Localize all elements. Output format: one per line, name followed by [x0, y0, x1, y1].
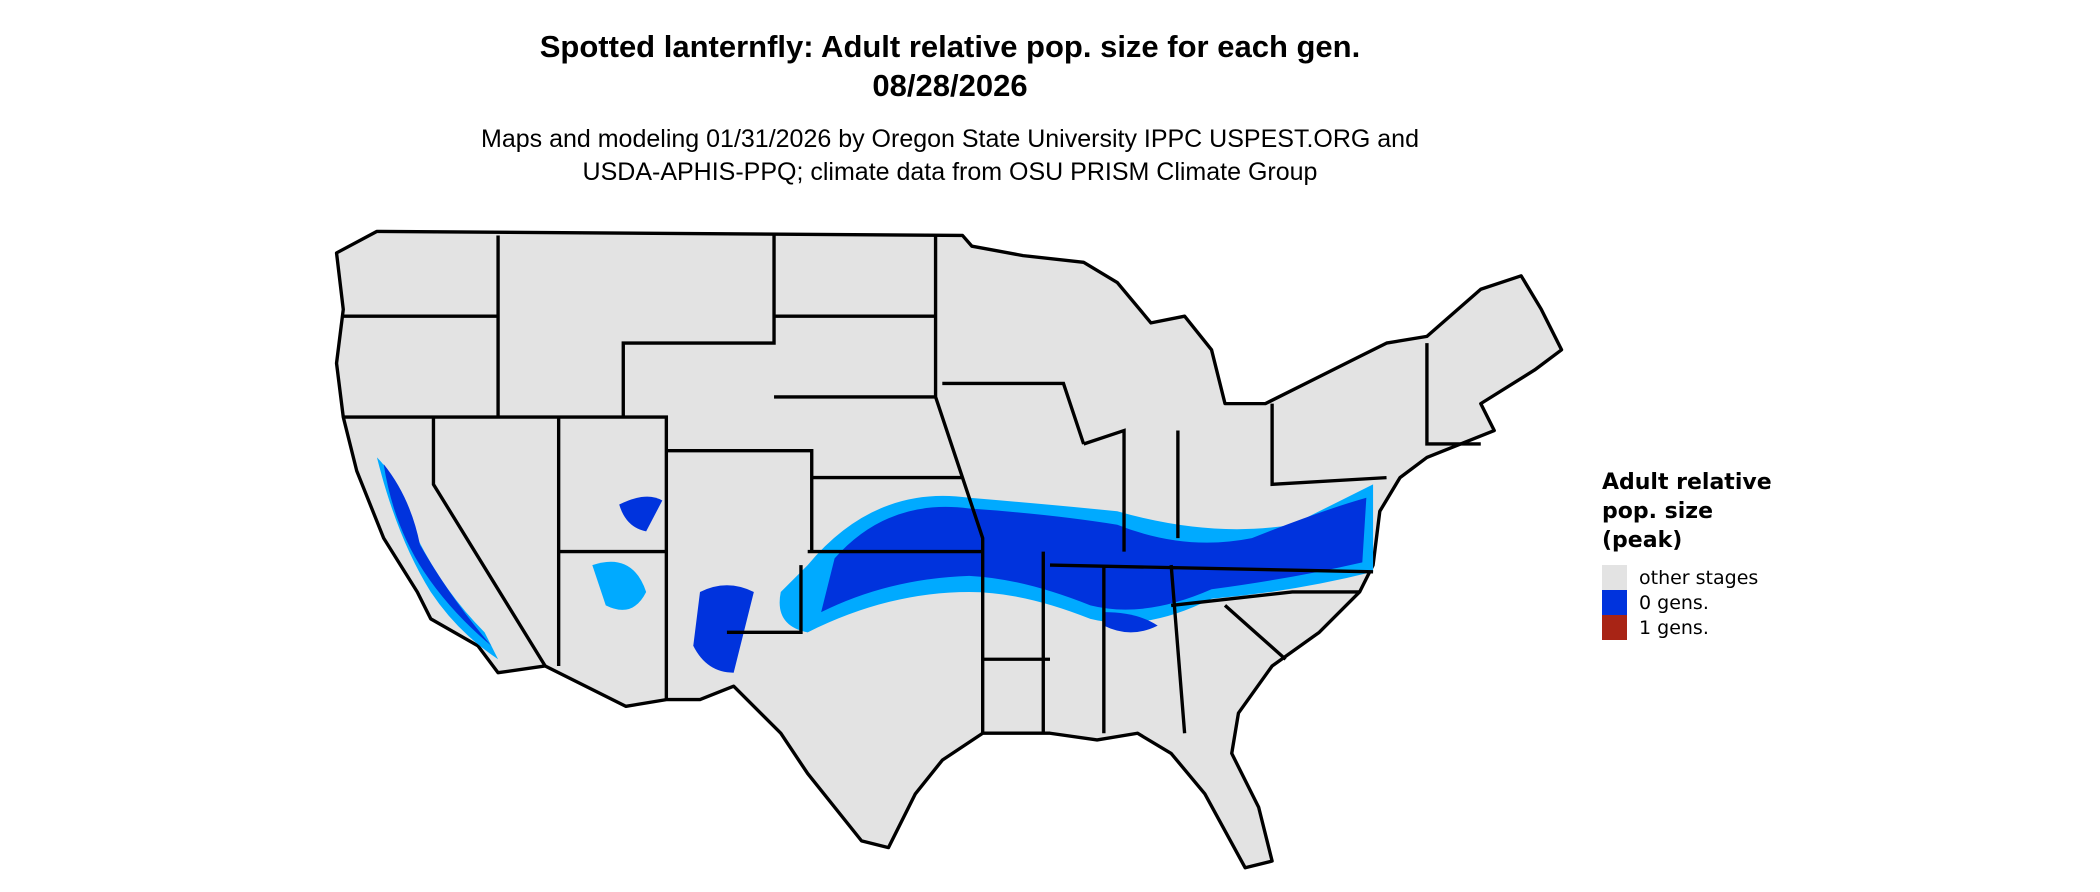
- legend-label: 1 gens.: [1639, 616, 1709, 639]
- legend-label: 0 gens.: [1639, 591, 1709, 614]
- legend-title: Adult relative pop. size (peak): [1602, 468, 1802, 555]
- zero-gens-area: [376, 457, 1374, 673]
- legend-swatch: [1602, 615, 1627, 640]
- legend-item-1-gens: 1 gens.: [1602, 615, 1802, 640]
- legend: Adult relative pop. size (peak) other st…: [1602, 468, 1802, 640]
- chart-title-date: 08/28/2026: [872, 68, 1028, 103]
- legend-swatch: [1602, 565, 1627, 590]
- legend-title-line: (peak): [1602, 528, 1683, 553]
- subtitle-line2: USDA-APHIS-PPQ; climate data from OSU PR…: [582, 158, 1318, 186]
- subtitle-line1: Maps and modeling 01/31/2026 by Oregon S…: [481, 125, 1419, 153]
- legend-label: other stages: [1639, 566, 1759, 589]
- legend-item-0-gens: 0 gens.: [1602, 590, 1802, 615]
- chart-title-line1: Spotted lanternfly: Adult relative pop. …: [539, 29, 1361, 64]
- legend-title-line: Adult relative: [1602, 470, 1772, 495]
- legend-item-other-stages: other stages: [1602, 565, 1802, 590]
- state-borders: [343, 235, 1481, 734]
- legend-title-line: pop. size: [1602, 499, 1713, 524]
- legend-swatch: [1602, 590, 1627, 615]
